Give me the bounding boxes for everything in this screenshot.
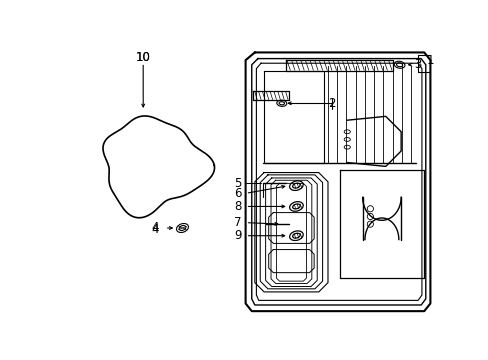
Text: 8: 8 xyxy=(234,200,241,213)
Text: 1: 1 xyxy=(426,54,433,67)
Text: 6: 6 xyxy=(234,187,241,200)
Text: 3: 3 xyxy=(413,58,421,71)
Text: 9: 9 xyxy=(234,229,241,242)
Text: 5: 5 xyxy=(234,177,241,190)
Text: 7: 7 xyxy=(234,216,241,229)
Text: 10: 10 xyxy=(136,50,150,64)
Text: 2: 2 xyxy=(327,97,335,110)
Text: 4: 4 xyxy=(151,221,158,234)
Text: 10: 10 xyxy=(136,50,150,64)
Text: 4: 4 xyxy=(151,223,158,236)
